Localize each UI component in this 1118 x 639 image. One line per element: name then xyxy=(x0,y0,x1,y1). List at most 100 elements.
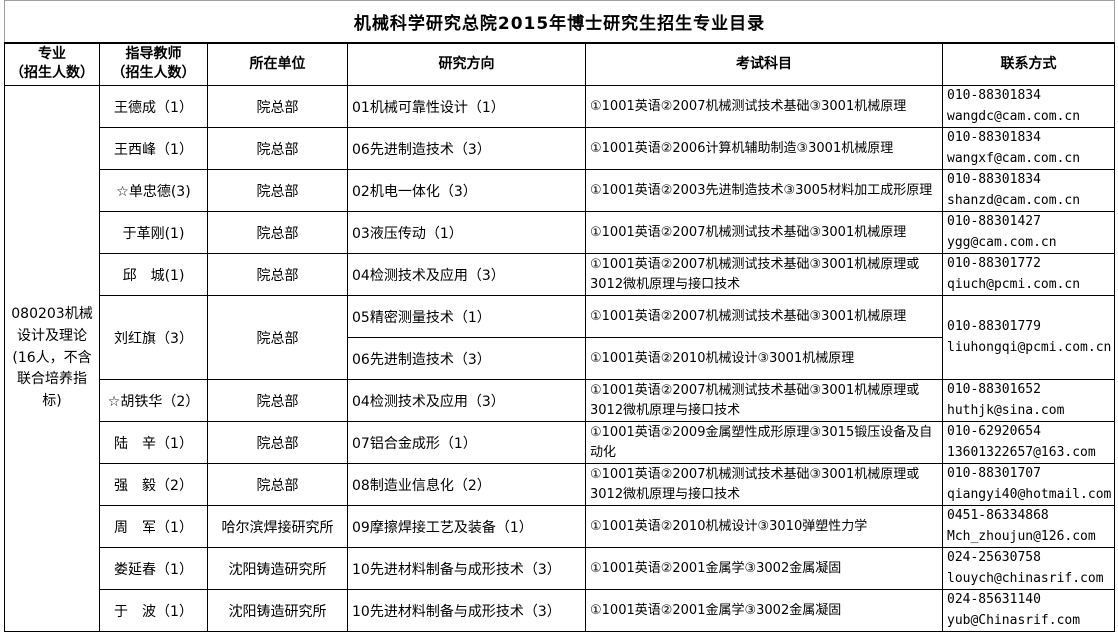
col-header-exam: 考试科目 xyxy=(585,41,943,86)
contact-phone: 0451-86334868 xyxy=(947,508,1049,524)
contact-email: louych@chinasrif.com xyxy=(947,570,1104,586)
teacher-cell: 于 波（1） xyxy=(99,589,208,632)
direction-cell: 02机电一体化（3） xyxy=(347,169,586,212)
exam-cell: ①1001英语②2001金属学③3002金属凝固 xyxy=(585,547,943,590)
contact-email: liuhongqi@pcmi.com.cn xyxy=(947,339,1112,355)
unit-cell: 院总部 xyxy=(207,295,348,380)
direction-cell: 10先进材料制备与成形技术（3） xyxy=(347,547,586,590)
contact-cell: 010-88301652 huthjk@sina.com xyxy=(941,379,1116,422)
exam-cell: ①1001英语②2006计算机辅助制造③3001机械原理 xyxy=(585,127,943,170)
unit-cell: 院总部 xyxy=(207,463,348,506)
teacher-cell: ☆胡铁华（2） xyxy=(99,379,208,422)
contact-cell: 010-88301427 ygg@cam.com.cn xyxy=(941,211,1116,254)
unit-cell: 院总部 xyxy=(207,169,348,212)
unit-cell: 沈阳铸造研究所 xyxy=(207,547,348,590)
unit-cell: 院总部 xyxy=(207,211,348,254)
col-header-unit: 所在单位 xyxy=(207,41,348,86)
teacher-cell: 邱 城(1) xyxy=(99,253,208,296)
unit-cell: 院总部 xyxy=(207,127,348,170)
teacher-cell: 刘红旗（3） xyxy=(99,295,208,380)
contact-phone: 010-88301772 xyxy=(947,256,1041,272)
contact-cell: 0451-86334868 Mch_zhoujun@126.com xyxy=(941,505,1116,548)
table-row: 080203机械设计及理论(16人，不含联合培养指标) 王德成（1） 院总部 0… xyxy=(4,85,1116,632)
direction-cell: 10先进材料制备与成形技术（3） xyxy=(347,589,586,632)
direction-cell: 03液压传动（1） xyxy=(347,211,586,254)
contact-email: yub@Chinasrif.com xyxy=(947,612,1081,628)
contact-email: huthjk@sina.com xyxy=(947,402,1065,418)
table-row: 刘红旗（3） 院总部 05精密测量技术（1） ①1001英语②2007机械测试技… xyxy=(5,295,1116,380)
col-header-contact: 联系方式 xyxy=(941,41,1116,86)
contact-cell: 010-88301772 qiuch@pcmi.com.cn xyxy=(941,253,1116,296)
exam-cell: ①1001英语②2001金属学③3002金属凝固 xyxy=(585,589,943,632)
exam-cell: ①1001英语②2007机械测试技术基础③3001机械原理 xyxy=(585,85,943,128)
table-row: 周 军（1） 哈尔滨焊接研究所 09摩擦焊接工艺及装备（1） ①1001英语②2… xyxy=(5,505,1116,548)
contact-cell: 010-62920654 13601322657@163.com xyxy=(941,421,1116,464)
major-cell: 080203机械设计及理论(16人，不含联合培养指标) xyxy=(4,85,100,632)
contact-phone: 010-88301427 xyxy=(947,214,1041,230)
table-row: 王西峰（1） 院总部 06先进制造技术（3） ①1001英语②2006计算机辅助… xyxy=(5,127,1116,170)
contact-email: 13601322657@163.com xyxy=(947,444,1096,460)
exam-cell: ①1001英语②2007机械测试技术基础③3001机械原理或3012微机原理与接… xyxy=(585,463,943,506)
direction-cell: 06先进制造技术（3） xyxy=(347,127,586,170)
unit-cell: 院总部 xyxy=(207,85,348,128)
teacher-cell: 王德成（1） xyxy=(99,85,208,128)
contact-phone: 024-85631140 xyxy=(947,592,1041,608)
unit-cell: 院总部 xyxy=(207,379,348,422)
contact-email: qiangyi40@hotmail.com xyxy=(947,486,1112,502)
unit-cell: 沈阳铸造研究所 xyxy=(207,589,348,632)
direction-cell: 07铝合金成形（1） xyxy=(347,421,586,464)
col-header-major: 专业 （招生人数） xyxy=(4,41,100,86)
unit-cell: 哈尔滨焊接研究所 xyxy=(207,505,348,548)
table-row: ☆单忠德(3) 院总部 02机电一体化（3） ①1001英语②2003先进制造技… xyxy=(5,169,1116,212)
contact-cell: 010-88301707 qiangyi40@hotmail.com xyxy=(941,463,1116,506)
exam-cell: ①1001英语②2007机械测试技术基础③3001机械原理 xyxy=(585,295,943,338)
table-row: 于 波（1） 沈阳铸造研究所 10先进材料制备与成形技术（3） ①1001英语②… xyxy=(5,589,1116,632)
direction-cell: 08制造业信息化（2） xyxy=(347,463,586,506)
contact-cell: 010-88301779 liuhongqi@pcmi.com.cn xyxy=(941,295,1116,380)
contact-email: ygg@cam.com.cn xyxy=(947,234,1057,250)
contact-cell: 024-25630758 louych@chinasrif.com xyxy=(941,547,1116,590)
contact-email: Mch_zhoujun@126.com xyxy=(947,528,1096,544)
table-row: 娄延春（1） 沈阳铸造研究所 10先进材料制备与成形技术（3） ①1001英语②… xyxy=(5,547,1116,590)
exam-cell: ①1001英语②2007机械测试技术基础③3001机械原理或3012微机原理与接… xyxy=(585,253,943,296)
table-row: 强 毅（2） 院总部 08制造业信息化（2） ①1001英语②2007机械测试技… xyxy=(5,463,1116,506)
contact-email: shanzd@cam.com.cn xyxy=(947,192,1081,208)
teacher-cell: 周 军（1） xyxy=(99,505,208,548)
table-row: 陆 辛（1） 院总部 07铝合金成形（1） ①1001英语②2009金属塑性成形… xyxy=(5,421,1116,464)
col-header-direction: 研究方向 xyxy=(347,41,586,86)
contact-email: wangxf@cam.com.cn xyxy=(947,150,1081,166)
contact-phone: 010-62920654 xyxy=(947,424,1041,440)
teacher-cell: ☆单忠德(3) xyxy=(99,169,208,212)
table-row: ☆胡铁华（2） 院总部 04检测技术及应用（3） ①1001英语②2007机械测… xyxy=(5,379,1116,422)
direction-cell: 05精密测量技术（1） xyxy=(347,295,586,338)
exam-cell: ①1001英语②2009金属塑性成形原理③3015锻压设备及自动化 xyxy=(585,421,943,464)
contact-phone: 024-25630758 xyxy=(947,550,1041,566)
direction-cell: 09摩擦焊接工艺及装备（1） xyxy=(347,505,586,548)
unit-cell: 院总部 xyxy=(207,421,348,464)
teacher-cell: 陆 辛（1） xyxy=(99,421,208,464)
exam-cell: ①1001英语②2007机械测试技术基础③3001机械原理 xyxy=(585,211,943,254)
teacher-cell: 强 毅（2） xyxy=(99,463,208,506)
contact-email: wangdc@cam.com.cn xyxy=(947,108,1081,124)
direction-cell: 04检测技术及应用（3） xyxy=(347,253,586,296)
exam-cell: ①1001英语②2010机械设计③3010弹塑性力学 xyxy=(585,505,943,548)
contact-phone: 010-88301834 xyxy=(947,172,1041,188)
exam-cell: ①1001英语②2007机械测试技术基础③3001机械原理或3012微机原理与接… xyxy=(585,379,943,422)
exam-cell: ①1001英语②2010机械设计③3001机械原理 xyxy=(585,337,943,380)
teacher-cell: 王西峰（1） xyxy=(99,127,208,170)
unit-cell: 院总部 xyxy=(207,253,348,296)
contact-cell: 010-88301834 shanzd@cam.com.cn xyxy=(941,169,1116,212)
contact-cell: 010-88301834 wangdc@cam.com.cn xyxy=(941,85,1116,128)
contact-phone: 010-88301779 xyxy=(947,319,1041,335)
contact-cell: 024-85631140 yub@Chinasrif.com xyxy=(941,589,1116,632)
contact-phone: 010-88301834 xyxy=(947,130,1041,146)
table-row: 06先进制造技术（3） ①1001英语②2010机械设计③3001机械原理 xyxy=(5,337,1115,380)
contact-phone: 010-88301707 xyxy=(947,466,1041,482)
table-row: 于革刚(1) 院总部 03液压传动（1） ①1001英语②2007机械测试技术基… xyxy=(5,211,1116,254)
contact-phone: 010-88301834 xyxy=(947,88,1041,104)
direction-cell: 01机械可靠性设计（1） xyxy=(347,85,586,128)
table-row: 邱 城(1) 院总部 04检测技术及应用（3） ①1001英语②2007机械测试… xyxy=(5,253,1116,296)
teacher-cell: 娄延春（1） xyxy=(99,547,208,590)
col-header-teacher: 指导教师 （招生人数） xyxy=(99,41,208,86)
direction-cell: 04检测技术及应用（3） xyxy=(347,379,586,422)
